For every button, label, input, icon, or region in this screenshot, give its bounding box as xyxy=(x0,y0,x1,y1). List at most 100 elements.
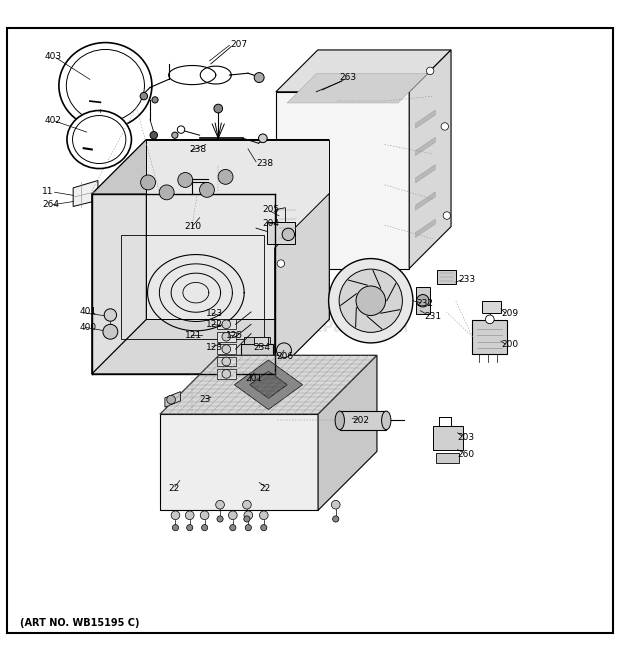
Polygon shape xyxy=(416,287,430,315)
Text: 260: 260 xyxy=(458,450,475,459)
Circle shape xyxy=(244,511,253,520)
Circle shape xyxy=(259,134,267,143)
Polygon shape xyxy=(217,369,236,379)
Polygon shape xyxy=(340,411,386,430)
Polygon shape xyxy=(318,356,377,510)
Text: 238: 238 xyxy=(256,159,273,168)
Circle shape xyxy=(159,185,174,200)
Circle shape xyxy=(141,175,156,190)
Polygon shape xyxy=(250,371,287,399)
Circle shape xyxy=(260,511,268,520)
Polygon shape xyxy=(437,270,456,284)
Polygon shape xyxy=(276,50,451,92)
Circle shape xyxy=(485,315,494,324)
Text: 210: 210 xyxy=(185,222,202,231)
Circle shape xyxy=(172,525,179,531)
Ellipse shape xyxy=(67,110,131,169)
Polygon shape xyxy=(415,165,435,183)
Circle shape xyxy=(339,269,402,332)
Circle shape xyxy=(222,357,231,366)
Circle shape xyxy=(216,500,224,509)
Circle shape xyxy=(441,123,448,130)
Polygon shape xyxy=(160,356,377,414)
Circle shape xyxy=(356,286,386,315)
Text: 234: 234 xyxy=(253,343,270,352)
Polygon shape xyxy=(234,360,303,410)
Ellipse shape xyxy=(382,411,391,430)
Polygon shape xyxy=(267,222,294,244)
Polygon shape xyxy=(287,73,427,103)
Text: 122: 122 xyxy=(206,320,223,329)
Text: 23: 23 xyxy=(200,395,211,405)
Circle shape xyxy=(167,395,175,404)
Text: 123: 123 xyxy=(206,343,223,352)
Text: 22: 22 xyxy=(259,484,270,493)
Circle shape xyxy=(329,258,413,343)
Text: 123: 123 xyxy=(206,309,223,318)
Polygon shape xyxy=(415,110,435,128)
Polygon shape xyxy=(160,414,318,510)
Circle shape xyxy=(185,511,194,520)
Circle shape xyxy=(150,132,157,139)
Ellipse shape xyxy=(335,411,345,430)
Polygon shape xyxy=(409,50,451,268)
Text: 403: 403 xyxy=(45,52,62,61)
Circle shape xyxy=(104,309,117,321)
Text: 121: 121 xyxy=(185,331,202,340)
Text: 201: 201 xyxy=(245,374,262,383)
Text: 264: 264 xyxy=(42,200,59,209)
Circle shape xyxy=(244,516,250,522)
Polygon shape xyxy=(165,391,180,407)
Circle shape xyxy=(222,369,231,378)
Polygon shape xyxy=(482,301,501,313)
Polygon shape xyxy=(217,356,236,366)
Circle shape xyxy=(177,126,185,134)
Polygon shape xyxy=(433,426,463,449)
Ellipse shape xyxy=(59,42,152,129)
Text: 125: 125 xyxy=(226,331,244,340)
Text: 204: 204 xyxy=(262,219,279,228)
Circle shape xyxy=(202,525,208,531)
Polygon shape xyxy=(436,453,459,463)
Circle shape xyxy=(217,516,223,522)
Circle shape xyxy=(152,97,158,103)
Polygon shape xyxy=(92,319,329,374)
Text: 401: 401 xyxy=(79,307,97,317)
Circle shape xyxy=(229,525,236,531)
Polygon shape xyxy=(276,92,409,268)
Polygon shape xyxy=(92,139,329,194)
Circle shape xyxy=(140,93,148,100)
Circle shape xyxy=(222,320,231,329)
Circle shape xyxy=(242,500,251,509)
Text: 402: 402 xyxy=(45,116,61,126)
Text: 400: 400 xyxy=(79,323,97,332)
Circle shape xyxy=(200,511,209,520)
Text: 207: 207 xyxy=(231,40,248,48)
Polygon shape xyxy=(217,319,236,329)
Circle shape xyxy=(222,332,231,341)
Polygon shape xyxy=(73,180,98,206)
Circle shape xyxy=(427,67,434,75)
Circle shape xyxy=(103,325,118,339)
Text: 203: 203 xyxy=(458,433,475,442)
Text: 238: 238 xyxy=(189,145,206,154)
Text: 231: 231 xyxy=(425,313,442,321)
Polygon shape xyxy=(241,344,273,375)
Circle shape xyxy=(443,212,451,219)
Text: 202: 202 xyxy=(352,416,369,425)
Circle shape xyxy=(214,104,223,113)
Ellipse shape xyxy=(73,116,126,163)
Circle shape xyxy=(277,343,291,358)
Polygon shape xyxy=(415,137,435,155)
Circle shape xyxy=(331,500,340,509)
Polygon shape xyxy=(254,336,268,346)
Polygon shape xyxy=(217,344,236,354)
Circle shape xyxy=(228,511,237,520)
Circle shape xyxy=(332,516,339,522)
Circle shape xyxy=(222,345,231,354)
Polygon shape xyxy=(472,320,507,354)
Polygon shape xyxy=(217,332,236,342)
Text: 200: 200 xyxy=(501,340,518,348)
Circle shape xyxy=(246,525,252,531)
Circle shape xyxy=(187,525,193,531)
